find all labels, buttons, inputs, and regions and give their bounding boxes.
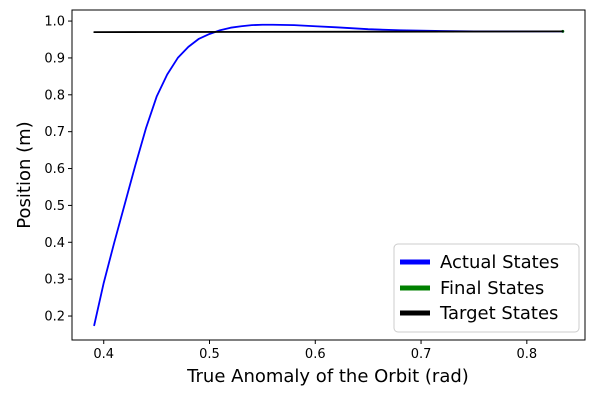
x-axis-ticks: 0.4 0.5 0.6 0.7 0.8 <box>93 340 537 362</box>
legend-label-target-states: Target States <box>439 303 558 324</box>
y-tick-label: 0.5 <box>44 199 65 214</box>
y-tick-label: 0.7 <box>44 125 65 140</box>
y-tick-label: 0.6 <box>44 162 65 177</box>
x-tick-label: 0.8 <box>516 347 537 362</box>
x-tick-label: 0.4 <box>93 347 114 362</box>
legend-box <box>393 243 580 333</box>
x-tick-label: 0.5 <box>199 347 220 362</box>
plot-frame <box>71 9 586 341</box>
legend-label-actual-states: Actual States <box>440 252 559 273</box>
x-tick-label: 0.6 <box>305 347 326 362</box>
y-tick-label: 0.4 <box>44 236 65 251</box>
y-tick-label: 1.0 <box>44 15 65 30</box>
legend-label-final-states: Final States <box>440 278 544 299</box>
y-tick-label: 0.3 <box>44 273 65 288</box>
series-line-target-states <box>93 30 564 34</box>
y-axis-ticks: 0.2 0.3 0.4 0.5 0.6 0.7 0.8 0.9 1.0 <box>44 15 72 325</box>
y-tick-label: 0.2 <box>44 310 65 325</box>
x-tick-label: 0.7 <box>411 347 432 362</box>
y-tick-label: 0.8 <box>44 88 65 103</box>
x-axis-label: True Anomaly of the Orbit (rad) <box>186 366 469 387</box>
legend: Actual States Final States Target States <box>393 243 580 333</box>
y-axis-label: Position (m) <box>14 121 35 228</box>
y-tick-label: 0.9 <box>44 51 65 66</box>
series-layer <box>93 23 565 327</box>
